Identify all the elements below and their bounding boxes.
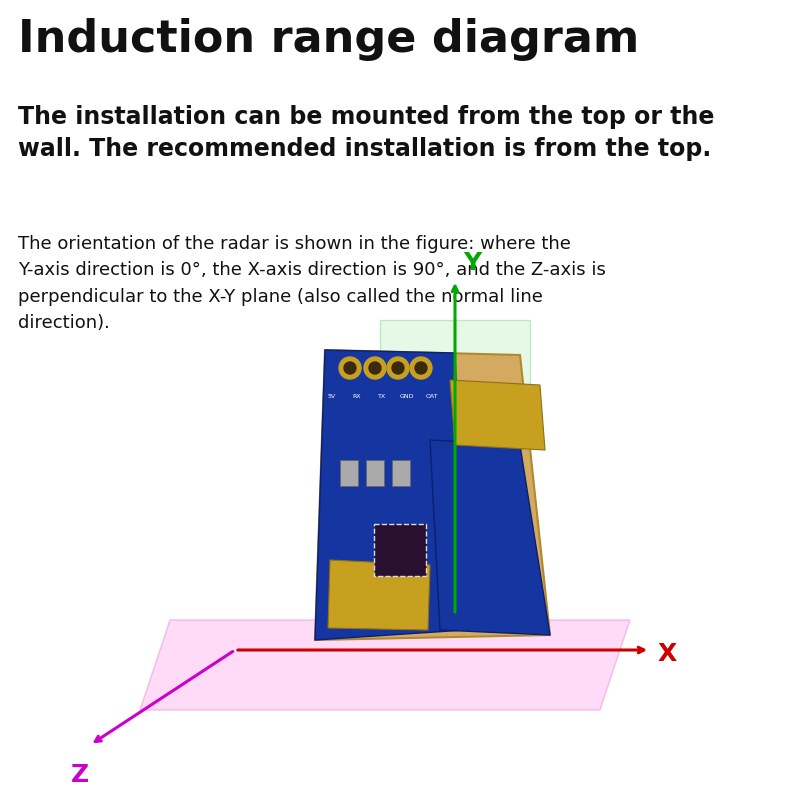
Text: Y: Y	[463, 251, 482, 275]
FancyBboxPatch shape	[374, 524, 426, 576]
Polygon shape	[140, 620, 630, 710]
Polygon shape	[450, 380, 545, 450]
Text: GND: GND	[400, 394, 414, 399]
Polygon shape	[315, 350, 550, 640]
Polygon shape	[430, 440, 550, 635]
Circle shape	[392, 362, 404, 374]
Text: The installation can be mounted from the top or the
wall. The recommended instal: The installation can be mounted from the…	[18, 105, 714, 161]
FancyBboxPatch shape	[340, 460, 358, 486]
Text: Induction range diagram: Induction range diagram	[18, 18, 639, 61]
Text: OAT: OAT	[426, 394, 438, 399]
Text: X: X	[658, 642, 678, 666]
Text: Z: Z	[71, 763, 89, 787]
Circle shape	[364, 357, 386, 379]
Circle shape	[415, 362, 427, 374]
Polygon shape	[380, 320, 530, 620]
Text: TX: TX	[378, 394, 386, 399]
Circle shape	[339, 357, 361, 379]
Circle shape	[344, 362, 356, 374]
FancyBboxPatch shape	[392, 460, 410, 486]
Circle shape	[410, 357, 432, 379]
Circle shape	[369, 362, 381, 374]
Polygon shape	[328, 560, 430, 630]
FancyBboxPatch shape	[366, 460, 384, 486]
Circle shape	[387, 357, 409, 379]
Polygon shape	[315, 350, 465, 640]
Text: The orientation of the radar is shown in the figure: where the
Y-axis direction : The orientation of the radar is shown in…	[18, 235, 606, 332]
Text: RX: RX	[353, 394, 362, 399]
Text: 5V: 5V	[328, 394, 336, 399]
